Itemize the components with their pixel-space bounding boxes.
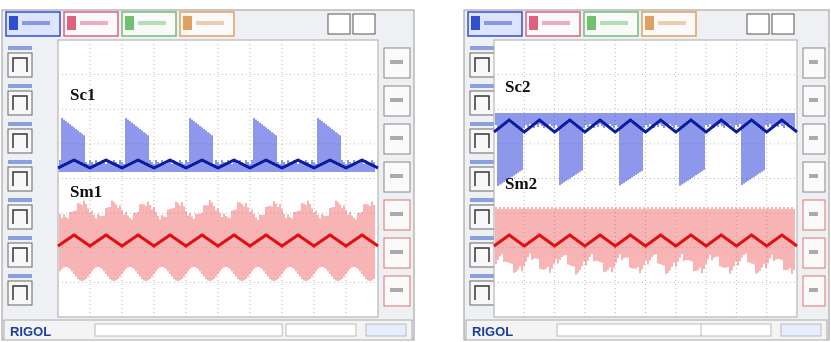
menu-button-text	[390, 212, 403, 216]
channel-tab-text	[542, 21, 570, 25]
channel-tab-marker	[529, 16, 538, 30]
side-label	[8, 198, 32, 202]
menu-button-text	[390, 174, 403, 178]
side-button[interactable]	[470, 281, 494, 305]
channel-tab-marker	[471, 16, 480, 30]
menu-button-text	[809, 288, 818, 292]
side-button[interactable]	[470, 243, 494, 267]
status-field	[95, 324, 282, 336]
side-button[interactable]	[470, 91, 494, 115]
menu-button-text	[390, 250, 403, 254]
toolbar-icon[interactable]	[747, 14, 769, 34]
brand-logo: RIGOL	[472, 324, 513, 339]
menu-button-text	[809, 98, 818, 102]
side-button[interactable]	[8, 281, 32, 305]
side-button[interactable]	[8, 53, 32, 77]
toolbar-icon[interactable]	[353, 14, 375, 34]
side-label	[8, 122, 32, 126]
channel-tab-text	[196, 21, 224, 25]
trace-label: Sc2	[505, 77, 531, 96]
side-label	[8, 84, 32, 88]
side-button[interactable]	[470, 129, 494, 153]
side-label	[8, 236, 32, 240]
menu-button-text	[390, 98, 403, 102]
side-button[interactable]	[8, 205, 32, 229]
channel-tab-marker	[67, 16, 76, 30]
channel-tab-text	[658, 21, 686, 25]
side-button[interactable]	[470, 167, 494, 191]
toolbar-icon[interactable]	[772, 14, 794, 34]
menu-button-text	[809, 250, 818, 254]
side-label	[470, 160, 494, 164]
channel-tab-text	[138, 21, 166, 25]
channel-tab-marker	[183, 16, 192, 30]
status-field	[557, 324, 723, 336]
side-button[interactable]	[8, 243, 32, 267]
scope-panel: Sc2 Sm2 RIGOL	[464, 10, 829, 340]
channel-tab-text	[484, 21, 512, 25]
side-label	[470, 46, 494, 50]
scope-screen	[494, 40, 797, 317]
trace-label: Sm1	[70, 182, 102, 201]
menu-button-text	[809, 136, 818, 140]
side-button[interactable]	[470, 53, 494, 77]
menu-button-text	[809, 60, 818, 64]
side-label	[470, 274, 494, 278]
channel-tab-text	[22, 21, 50, 25]
channel-tab-marker	[125, 16, 134, 30]
side-button[interactable]	[8, 167, 32, 191]
status-field	[781, 324, 821, 336]
channel-tab-marker	[645, 16, 654, 30]
status-field	[366, 324, 406, 336]
menu-button-text	[390, 60, 403, 64]
side-label	[8, 46, 32, 50]
brand-logo: RIGOL	[10, 324, 51, 339]
side-label	[8, 274, 32, 278]
side-button[interactable]	[8, 129, 32, 153]
toolbar-icon[interactable]	[328, 14, 350, 34]
channel-tab-text	[80, 21, 108, 25]
screenshot: Sc1 Sm1 RIGOL Sc2 Sm2 RIGOL	[0, 0, 831, 342]
menu-button-text	[390, 288, 403, 292]
side-label	[470, 198, 494, 202]
channel-tab-text	[600, 21, 628, 25]
side-label	[8, 160, 32, 164]
channel-tab-marker	[587, 16, 596, 30]
side-label	[470, 84, 494, 88]
status-field	[701, 324, 771, 336]
trace-label: Sc1	[70, 85, 96, 104]
menu-button-text	[809, 212, 818, 216]
side-button[interactable]	[470, 205, 494, 229]
menu-button-text	[390, 136, 403, 140]
menu-button-text	[809, 174, 818, 178]
side-label	[470, 122, 494, 126]
trace-label: Sm2	[505, 174, 537, 193]
side-label	[470, 236, 494, 240]
side-button[interactable]	[8, 91, 32, 115]
channel-tab-marker	[9, 16, 18, 30]
status-field	[286, 324, 356, 336]
scope-panel: Sc1 Sm1 RIGOL	[2, 10, 414, 340]
